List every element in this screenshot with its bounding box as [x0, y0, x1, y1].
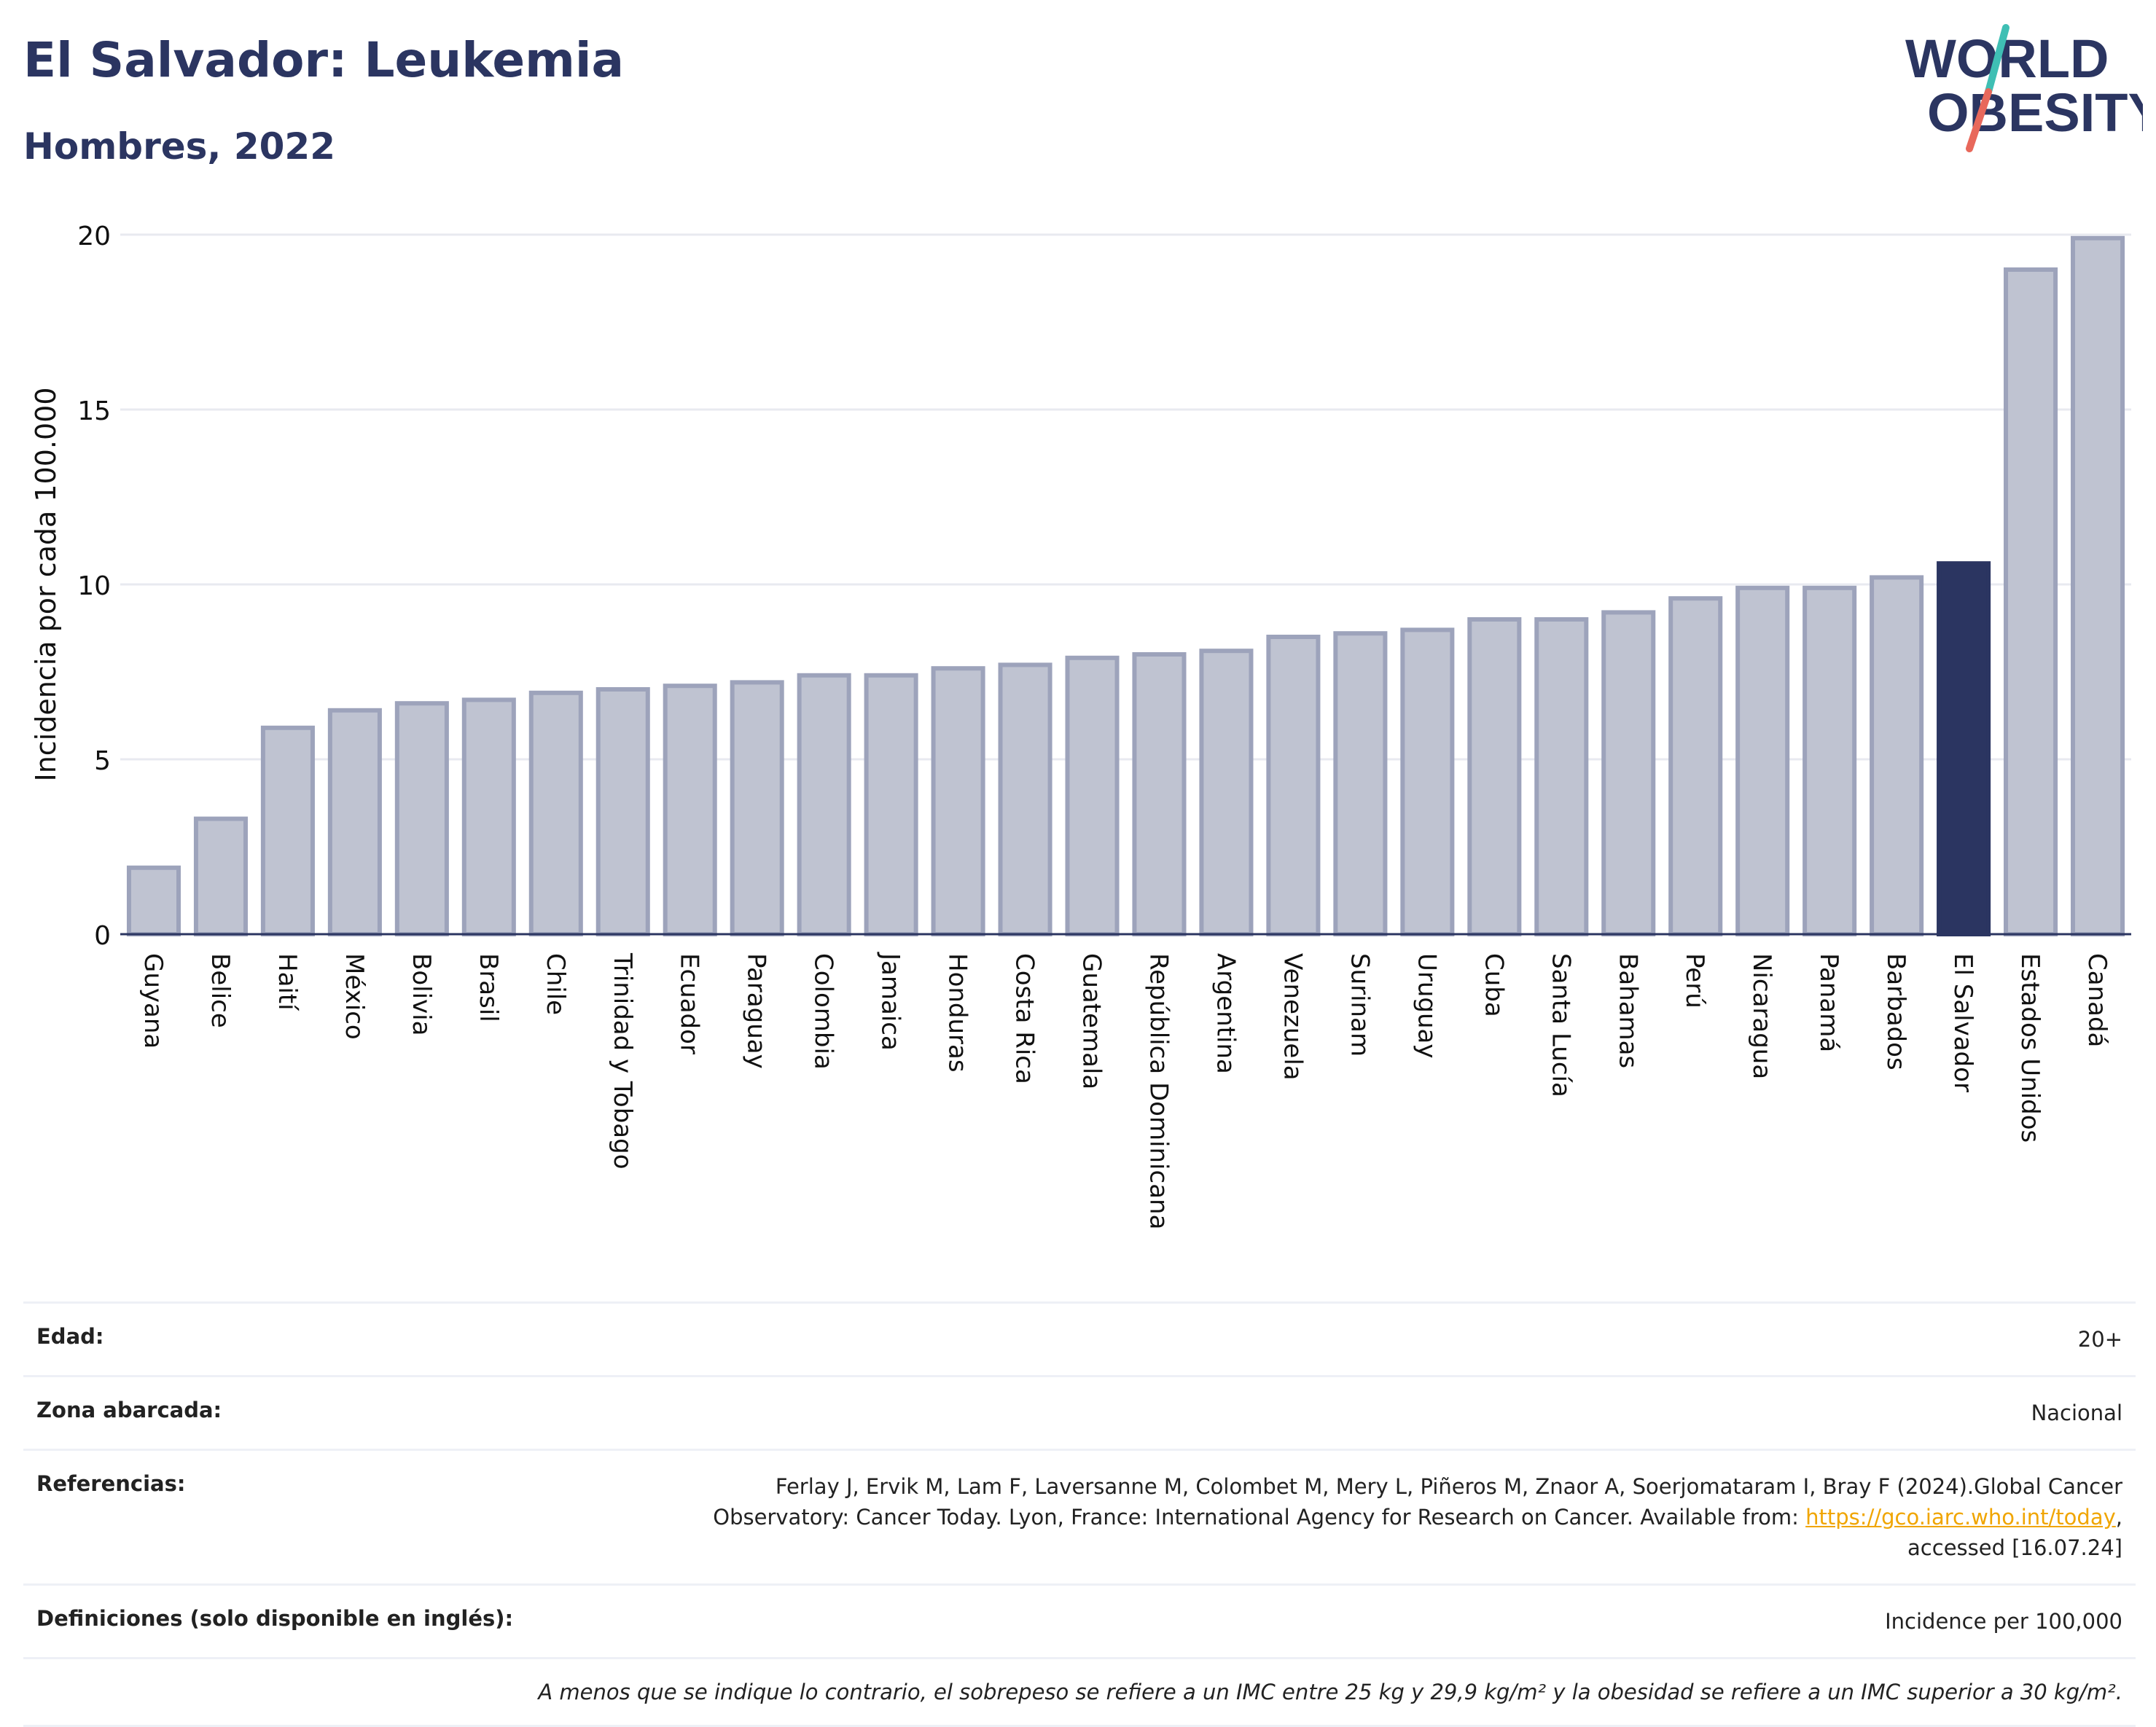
y-axis-label: Incidencia por cada 100.000 — [30, 387, 62, 781]
logo-slash-teal — [1985, 24, 2009, 95]
x-tick-label-jamaica: Jamaica — [876, 952, 905, 1051]
row-note: A menos que se indique lo contrario, el … — [23, 1657, 2136, 1727]
x-tick-label-perú: Perú — [1680, 953, 1709, 1009]
bar-belice — [193, 816, 248, 936]
x-tick-labels: Guyana Belice Haití México Bolivia Brasil Chil… — [138, 952, 2112, 1229]
bar-brasil — [461, 697, 516, 937]
definiciones-label: Definiciones (solo disponible en inglés)… — [36, 1606, 514, 1631]
definiciones-value: Incidence per 100,000 — [1885, 1609, 2122, 1634]
ref-line3: accessed [16.07.24] — [1907, 1535, 2122, 1560]
y-tick-label-20: 20 — [77, 222, 111, 251]
x-tick-label-barbados: Barbados — [1881, 953, 1910, 1070]
x-tick-label-guyana: Guyana — [138, 953, 168, 1049]
row-referencias: Referencias: Ferlay J, Ervik M, Lam F, L… — [23, 1449, 2136, 1583]
edad-label: Edad: — [36, 1324, 104, 1349]
logo-slash-coral — [1966, 88, 1992, 152]
ref-line1: Ferlay J, Ervik M, Lam F, Laversanne M, … — [775, 1474, 2122, 1499]
bar-perú — [1668, 596, 1723, 936]
ref-line2-end: , — [2115, 1505, 2122, 1530]
x-tick-label-honduras: Honduras — [943, 953, 972, 1073]
bar-surinam — [1333, 631, 1388, 936]
x-tick-label-nicaragua: Nicaragua — [1747, 953, 1776, 1079]
edad-value: 20+ — [2077, 1327, 2122, 1352]
x-tick-label-república-dominicana: República Dominicana — [1144, 953, 1173, 1229]
world-obesity-logo: WORLD OBESITY — [1905, 24, 2143, 152]
referencias-value: Ferlay J, Ervik M, Lam F, Laversanne M, … — [713, 1471, 2122, 1563]
ref-link[interactable]: https://gco.iarc.who.int/today — [1805, 1505, 2116, 1530]
x-tick-label-canadá: Canadá — [2082, 953, 2112, 1047]
bar-haití — [260, 725, 315, 936]
bar-trinidad-y-tobago — [595, 687, 650, 936]
bar-canadá — [2070, 235, 2125, 936]
x-tick-label-bahamas: Bahamas — [1613, 953, 1642, 1068]
bar-méxico — [327, 708, 382, 936]
bar-bolivia — [394, 701, 449, 936]
bar-uruguay — [1400, 627, 1455, 937]
bar-cuba — [1467, 617, 1522, 936]
bar-honduras — [931, 666, 985, 936]
x-tick-label-haití: Haití — [273, 953, 302, 1011]
row-edad: Edad: 20+ — [23, 1301, 2136, 1375]
x-tick-label-belice: Belice — [206, 953, 235, 1028]
bar-paraguay — [730, 680, 784, 937]
y-tick-label-0: 0 — [94, 921, 111, 951]
chart-title: El Salvador: Leukemia — [23, 32, 625, 88]
x-tick-label-surinam: Surinam — [1345, 953, 1374, 1057]
x-tick-label-chile: Chile — [541, 953, 570, 1015]
bar-chart: 0 5 10 15 20 Guyana Belice Haití México Bolivia B… — [30, 222, 2131, 1229]
x-tick-label-guatemala: Guatemala — [1077, 953, 1106, 1089]
zona-label: Zona abarcada: — [36, 1398, 222, 1422]
x-tick-label-cuba: Cuba — [1479, 953, 1508, 1017]
x-tick-label-trinidad-y-tobago: Trinidad y Tobago — [608, 952, 637, 1170]
x-tick-label-argentina: Argentina — [1211, 953, 1240, 1074]
ref-line2: Observatory: Cancer Today. Lyon, France:… — [713, 1505, 1806, 1530]
bar-jamaica — [864, 673, 918, 936]
x-tick-label-bolivia: Bolivia — [407, 953, 436, 1035]
bar-barbados — [1870, 575, 1924, 937]
x-tick-label-venezuela: Venezuela — [1278, 953, 1307, 1081]
bar-nicaragua — [1735, 585, 1790, 936]
y-tick-labels: 0 5 10 15 20 — [77, 222, 111, 951]
bar-santa-lucía — [1534, 617, 1589, 936]
bar-bahamas — [1601, 610, 1656, 937]
chart-subtitle: Hombres, 2022 — [23, 125, 335, 168]
bar-república-dominicana — [1132, 652, 1187, 936]
x-tick-label-santa-lucía: Santa Lucía — [1546, 953, 1575, 1097]
bars — [126, 235, 2125, 937]
row-zona: Zona abarcada: Nacional — [23, 1375, 2136, 1449]
x-tick-label-ecuador: Ecuador — [675, 953, 704, 1054]
obesity-note: A menos que se indique lo contrario, el … — [538, 1680, 2122, 1704]
bar-el-salvador — [1937, 561, 1991, 936]
x-tick-label-panamá: Panamá — [1814, 953, 1843, 1052]
bar-colombia — [797, 673, 851, 936]
x-tick-label-méxico: México — [340, 953, 369, 1040]
x-tick-label-brasil: Brasil — [474, 953, 503, 1022]
bar-costa-rica — [998, 662, 1052, 937]
bar-estados-unidos — [2004, 267, 2058, 936]
bar-ecuador — [663, 684, 717, 936]
y-tick-label-15: 15 — [77, 396, 111, 426]
bar-guyana — [126, 865, 181, 937]
zona-value: Nacional — [2031, 1401, 2122, 1425]
row-definiciones: Definiciones (solo disponible en inglés)… — [23, 1583, 2136, 1657]
bar-panamá — [1802, 585, 1857, 936]
x-tick-label-uruguay: Uruguay — [1412, 953, 1441, 1059]
bar-chile — [528, 690, 583, 936]
bar-venezuela — [1266, 635, 1321, 936]
logo-word-obesity: OBESITY — [1927, 82, 2143, 143]
bar-guatemala — [1065, 655, 1120, 936]
bar-argentina — [1199, 649, 1254, 936]
info-table: Edad: 20+ Zona abarcada: Nacional Refere… — [23, 1301, 2136, 1727]
logo-word-world: WORLD — [1905, 28, 2109, 89]
x-tick-label-colombia: Colombia — [809, 953, 838, 1070]
x-tick-label-paraguay: Paraguay — [742, 953, 771, 1069]
x-tick-label-estados-unidos: Estados Unidos — [2015, 953, 2044, 1143]
x-tick-label-el-salvador: El Salvador — [1948, 953, 1977, 1092]
referencias-label: Referencias: — [36, 1471, 186, 1496]
x-tick-label-costa-rica: Costa Rica — [1010, 953, 1039, 1084]
y-tick-label-5: 5 — [94, 746, 111, 776]
y-tick-label-10: 10 — [77, 571, 111, 601]
